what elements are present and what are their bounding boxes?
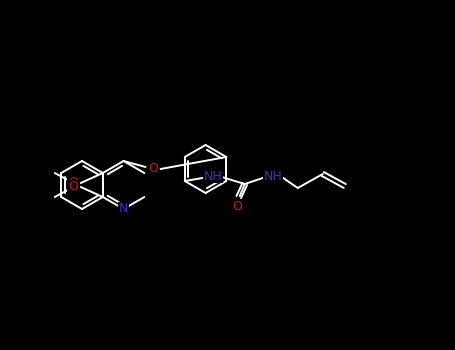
Text: O: O (149, 162, 158, 175)
Text: N: N (119, 203, 128, 216)
Text: O: O (68, 181, 78, 194)
Text: O: O (68, 176, 78, 189)
Text: NH: NH (203, 169, 222, 182)
Text: O: O (232, 201, 242, 214)
Text: NH: NH (263, 169, 282, 182)
